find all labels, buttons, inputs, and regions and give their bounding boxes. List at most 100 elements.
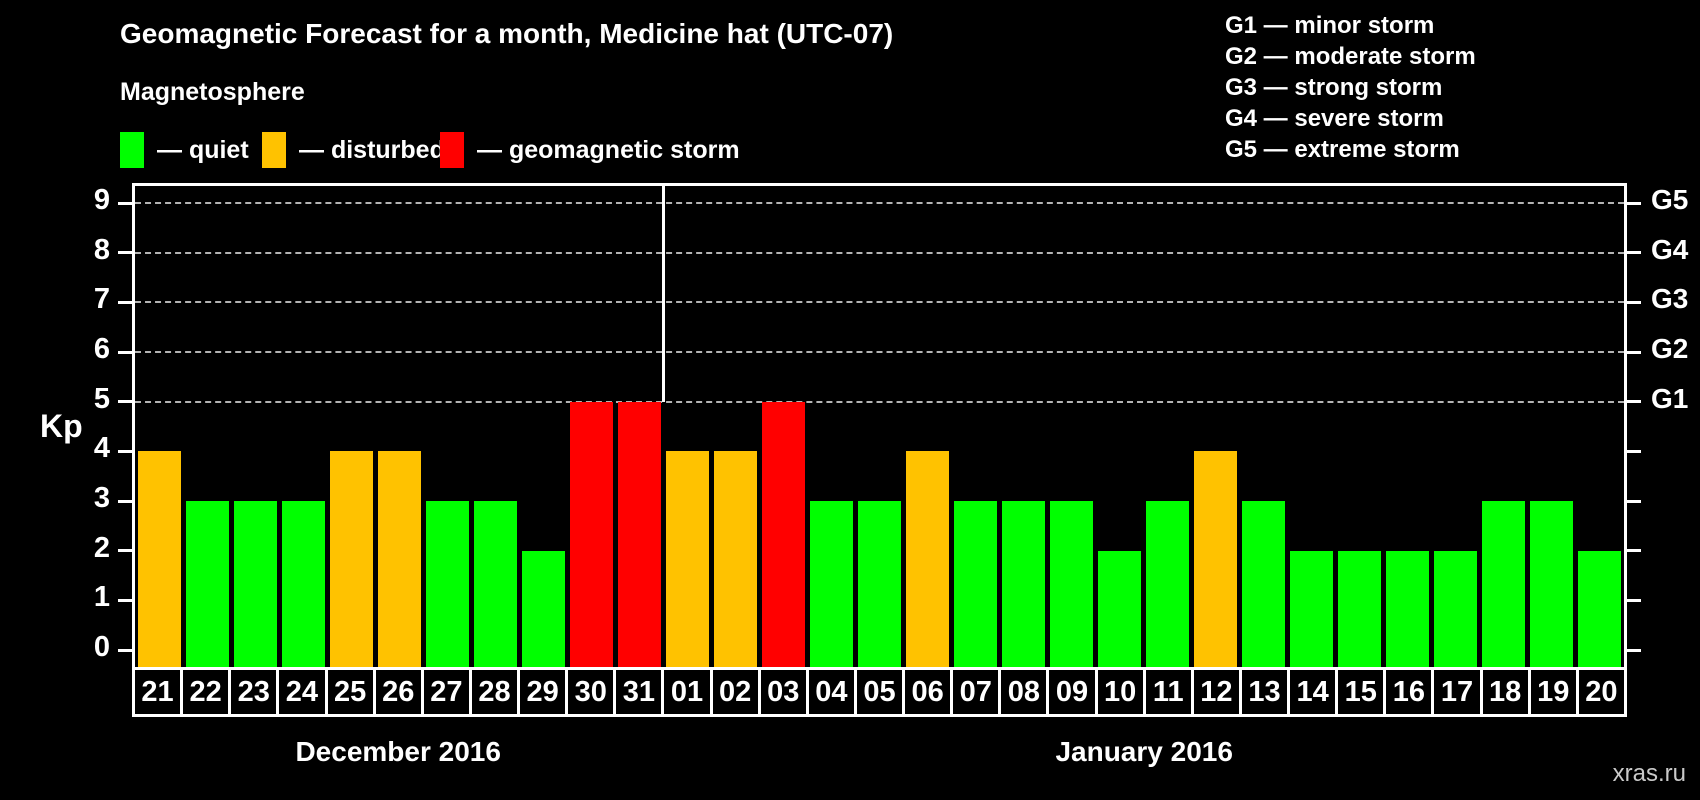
y-axis-tick-right-7 xyxy=(1627,300,1641,304)
y-axis-tick-right-4 xyxy=(1627,449,1641,453)
kp-bar-january-04 xyxy=(809,501,853,667)
day-label-january-02: 02 xyxy=(709,667,761,717)
day-label-december-22: 22 xyxy=(180,667,232,717)
y-axis-tick-left-1 xyxy=(118,598,132,602)
day-label-december-28: 28 xyxy=(468,667,521,717)
y-axis-tick-left-4 xyxy=(118,449,132,453)
day-label-december-29: 29 xyxy=(517,667,569,717)
day-label-december-27: 27 xyxy=(420,667,472,717)
legend-label-disturbed: — disturbed xyxy=(299,135,445,164)
y-axis-tick-left-0 xyxy=(118,648,132,652)
plot-area xyxy=(132,183,1627,667)
gridline-kp-5 xyxy=(135,400,1624,403)
kp-bar-january-09 xyxy=(1050,501,1094,667)
right-axis-label-g5: G5 xyxy=(1651,184,1689,215)
kp-bar-january-01 xyxy=(665,451,709,667)
magnetosphere-label: Magnetosphere xyxy=(120,78,305,106)
kp-bar-january-05 xyxy=(857,501,901,667)
y-tick-label-6: 6 xyxy=(93,333,110,365)
gridline-kp-6 xyxy=(135,351,1624,353)
month-label-december-2016: December 2016 xyxy=(295,736,501,767)
day-label-january-17: 17 xyxy=(1431,667,1483,717)
kp-bar-january-18 xyxy=(1482,501,1526,667)
legend-label-quiet: — quiet xyxy=(157,135,249,164)
kp-bar-january-12 xyxy=(1194,451,1238,667)
kp-bar-january-03 xyxy=(761,401,805,667)
kp-bar-december-28 xyxy=(473,501,517,667)
watermark: xras.ru xyxy=(1612,760,1686,787)
day-label-december-30: 30 xyxy=(565,667,617,717)
day-label-december-25: 25 xyxy=(324,667,376,717)
kp-bar-january-10 xyxy=(1098,550,1142,667)
y-axis-tick-right-1 xyxy=(1627,598,1641,602)
kp-bar-december-21 xyxy=(137,451,181,667)
storm-scale-legend: G1 — minor storm G2 — moderate storm G3 … xyxy=(1225,10,1476,165)
y-tick-label-8: 8 xyxy=(93,233,110,266)
kp-bar-december-23 xyxy=(233,501,277,667)
kp-bar-december-30 xyxy=(569,401,613,667)
kp-bar-december-25 xyxy=(329,451,373,667)
day-label-january-06: 06 xyxy=(902,667,954,717)
storm-color-swatch xyxy=(440,132,464,168)
y-axis-tick-left-5 xyxy=(118,400,132,404)
y-axis-tick-left-3 xyxy=(118,499,132,503)
day-label-december-23: 23 xyxy=(228,667,280,717)
kp-bar-december-22 xyxy=(185,501,229,667)
y-tick-label-7: 7 xyxy=(93,283,110,316)
month-separator-line xyxy=(661,186,665,402)
day-label-january-07: 07 xyxy=(950,667,1002,717)
legend-item-quiet: — quiet xyxy=(120,131,249,169)
kp-bar-december-31 xyxy=(617,401,661,667)
kp-bar-december-26 xyxy=(377,451,421,667)
y-axis-tick-right-0 xyxy=(1627,648,1641,652)
kp-bar-january-16 xyxy=(1386,550,1430,667)
day-label-january-20: 20 xyxy=(1575,667,1627,717)
storm-scale-g5: G5 — extreme storm xyxy=(1225,136,1460,163)
gridline-kp-8 xyxy=(135,251,1624,254)
storm-scale-g2: G2 — moderate storm xyxy=(1225,43,1476,70)
storm-scale-g3: G3 — strong storm xyxy=(1225,74,1443,101)
day-label-january-16: 16 xyxy=(1383,667,1435,717)
day-label-december-21: 21 xyxy=(132,667,184,717)
y-axis-tick-left-6 xyxy=(118,350,132,354)
storm-scale-g1: G1 — minor storm xyxy=(1225,12,1435,39)
y-axis-tick-right-3 xyxy=(1627,499,1641,503)
storm-scale-g4: G4 — severe storm xyxy=(1225,105,1444,132)
y-tick-label-4: 4 xyxy=(93,432,110,465)
right-axis-label-g4: G4 xyxy=(1651,233,1689,265)
kp-bar-january-15 xyxy=(1338,550,1382,667)
kp-bar-december-27 xyxy=(425,501,469,667)
y-axis-tick-left-2 xyxy=(118,549,132,553)
y-axis-tick-right-8 xyxy=(1627,251,1641,255)
y-axis-label: Kp xyxy=(40,408,83,444)
day-label-january-14: 14 xyxy=(1287,667,1339,717)
kp-bar-january-14 xyxy=(1290,550,1334,667)
right-axis-label-g1: G1 xyxy=(1651,382,1689,414)
right-axis-label-g3: G3 xyxy=(1651,283,1689,315)
legend-label-storm: — geomagnetic storm xyxy=(477,135,740,164)
y-tick-label-1: 1 xyxy=(93,581,110,614)
y-axis-tick-right-2 xyxy=(1627,549,1641,553)
y-axis-tick-left-9 xyxy=(118,201,132,205)
kp-bar-december-24 xyxy=(281,501,325,667)
legend-item-storm: — geomagnetic storm xyxy=(440,131,740,169)
day-label-january-04: 04 xyxy=(805,667,857,717)
day-label-december-31: 31 xyxy=(613,667,665,717)
y-axis-tick-left-8 xyxy=(118,251,132,255)
day-label-january-01: 01 xyxy=(661,667,713,717)
month-label-january-2016: January 2016 xyxy=(1055,736,1233,767)
y-axis-tick-left-7 xyxy=(118,300,132,304)
quiet-color-swatch xyxy=(120,132,144,168)
day-label-december-24: 24 xyxy=(276,667,328,717)
day-label-january-09: 09 xyxy=(1046,667,1098,717)
y-tick-label-2: 2 xyxy=(93,531,110,564)
day-label-january-18: 18 xyxy=(1479,667,1531,717)
kp-bar-january-02 xyxy=(713,451,757,667)
kp-bar-january-17 xyxy=(1434,550,1478,667)
kp-bar-january-19 xyxy=(1530,501,1574,667)
y-axis-tick-right-9 xyxy=(1627,201,1641,205)
right-axis-label-g2: G2 xyxy=(1651,333,1689,364)
y-tick-label-3: 3 xyxy=(93,482,110,514)
kp-bar-january-06 xyxy=(906,451,950,667)
